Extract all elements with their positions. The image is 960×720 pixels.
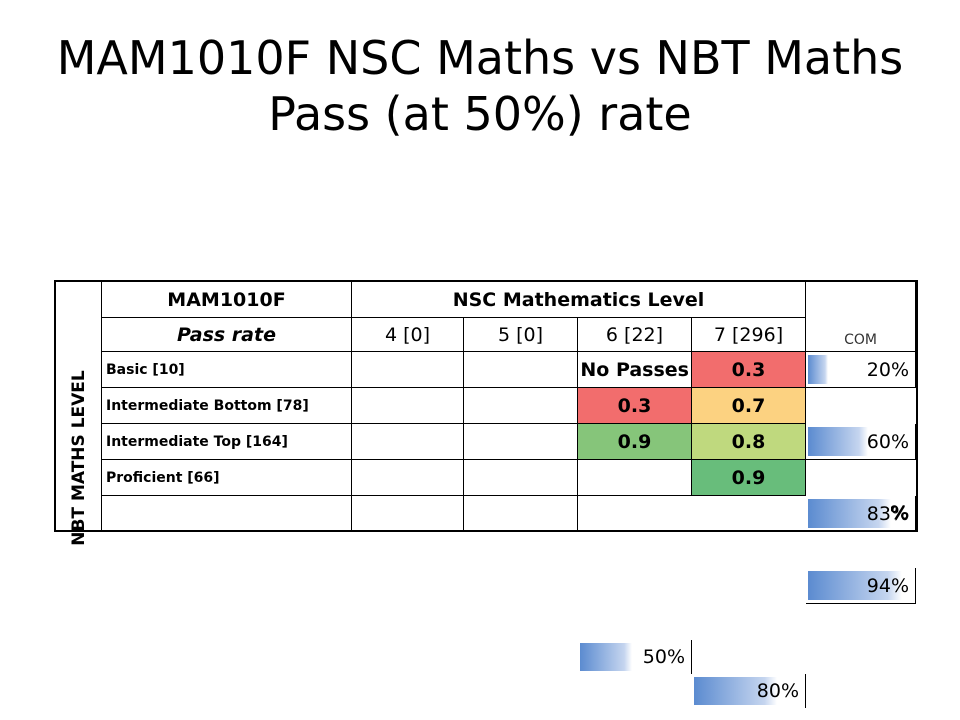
cell-basic-7: 0.3 [692,352,806,388]
slide-title: MAM1010F NSC Maths vs NBT Maths Pass (at… [0,30,960,142]
com-prof-value: 94% [866,574,909,597]
course-header: MAM1010F [102,282,352,318]
footer-7: 80% [692,674,806,708]
cell-prof-4 [352,460,464,496]
title-line-2: Pass (at 50%) rate [268,87,692,141]
com-intermediate-bottom: 60% [806,424,916,460]
cell-ib-6: 0.3 [578,388,692,424]
com-intermediate-top: 83% [806,496,916,532]
cell-ib-4 [352,388,464,424]
data-bar [694,677,777,705]
cell-it-6: 0.9 [578,424,692,460]
footer-5 [464,496,578,530]
cell-basic-6: No Passes [578,352,692,388]
cell-basic-4 [352,352,464,388]
cell-ib-7: 0.7 [692,388,806,424]
title-line-1: MAM1010F NSC Maths vs NBT Maths [56,31,904,85]
com-proficient: 94% [806,568,916,604]
column-header-4: 4 [0] [352,318,464,352]
cell-prof-7: 0.9 [692,460,806,496]
cell-it-5 [464,424,578,460]
footer-4 [352,496,464,530]
com-basic-value: 20% [866,358,909,381]
side-header: NBT MATHS LEVEL [56,282,102,546]
row-label-basic: Basic [10] [102,352,352,388]
com-header: COM [806,318,916,352]
cell-prof-6 [578,460,692,496]
com-it-value: 83% [866,502,909,525]
cell-basic-5 [464,352,578,388]
cell-it-7: 0.8 [692,424,806,460]
data-bar [808,427,868,456]
cell-it-4 [352,424,464,460]
nbt-maths-level-label: NBT MATHS LEVEL [69,370,89,546]
cell-ib-5 [464,388,578,424]
row-label-intermediate-bottom: Intermediate Bottom [78] [102,388,352,424]
pass-rate-table: NBT MATHS LEVEL MAM1010F NSC Mathematics… [54,280,918,708]
nsc-level-header: NSC Mathematics Level [352,282,806,318]
data-bar [808,355,828,384]
row-label-proficient: Proficient [66] [102,460,352,496]
column-header-7: 7 [296] [692,318,806,352]
com-ib-value: 60% [866,430,909,453]
footer-7-value: 80% [756,680,799,702]
com-basic: 20% [806,352,916,388]
row-label-intermediate-top: Intermediate Top [164] [102,424,352,460]
data-bar [808,571,902,600]
com-header-top [806,282,916,318]
column-header-6: 6 [22] [578,318,692,352]
pass-rate-label: Pass rate [102,318,352,352]
data-bar [808,499,891,528]
footer-6-value: 50% [642,646,685,668]
footer-label [102,496,352,530]
data-bar [580,643,632,671]
footer-6: 50% [578,640,692,674]
column-header-5: 5 [0] [464,318,578,352]
cell-prof-5 [464,460,578,496]
